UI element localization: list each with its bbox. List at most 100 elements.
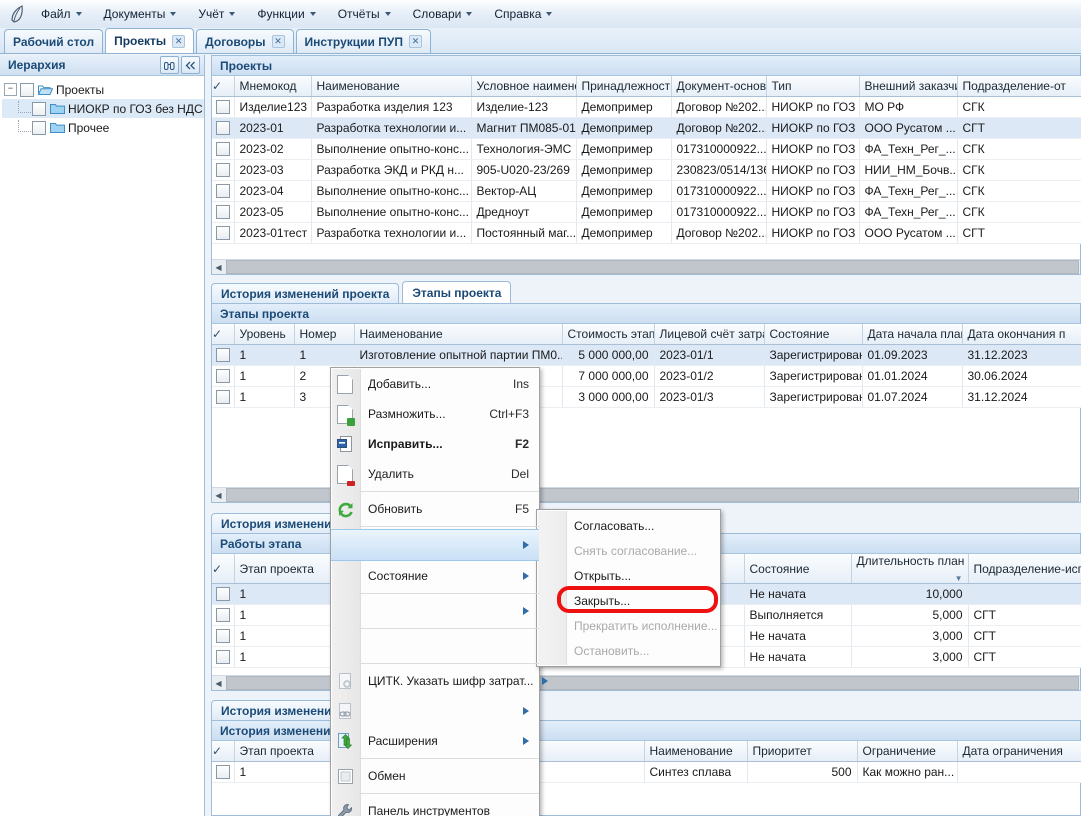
col-type[interactable]: Тип: [766, 76, 860, 97]
col-name[interactable]: Наименование: [644, 741, 748, 762]
select-all-header[interactable]: ✓: [212, 324, 235, 345]
row-checkbox-cell[interactable]: [212, 138, 235, 160]
menu-item-exchange[interactable]: Расширения: [331, 726, 539, 756]
col-responsible-unit[interactable]: Подразделение-от: [957, 76, 1081, 97]
menu-accounting[interactable]: Учёт: [188, 3, 245, 26]
row-checkbox[interactable]: [215, 587, 230, 602]
row-checkbox[interactable]: [215, 629, 230, 644]
row-checkbox-cell[interactable]: [212, 365, 235, 387]
row-checkbox[interactable]: [215, 765, 230, 780]
row-checkbox-cell[interactable]: [212, 117, 235, 139]
row-checkbox[interactable]: [215, 226, 230, 241]
menu-item-links[interactable]: [331, 696, 539, 726]
tab-project-history[interactable]: История изменений проекта: [211, 283, 400, 303]
submenu-item-close[interactable]: Закрыть...: [537, 588, 720, 613]
col-plan-duration[interactable]: Длительность план ▼: [851, 554, 969, 584]
col-executor-unit[interactable]: Подразделение-исполни: [968, 554, 1081, 584]
submenu-item-open[interactable]: Открыть...: [537, 563, 720, 588]
table-row[interactable]: 1 1 Изготовление опытной партии ПМ0... 5…: [212, 344, 1081, 366]
col-project-stage[interactable]: Этап проекта: [234, 741, 355, 762]
tab-desktop[interactable]: Рабочий стол: [4, 29, 104, 53]
menu-documents[interactable]: Документы: [94, 3, 187, 26]
close-icon[interactable]: ✕: [172, 34, 186, 48]
tab-projects[interactable]: Проекты ✕: [105, 28, 195, 53]
row-checkbox[interactable]: [215, 650, 230, 665]
col-basis-document[interactable]: Документ-основан: [671, 76, 767, 97]
menu-help[interactable]: Справка: [484, 3, 562, 26]
row-checkbox[interactable]: [215, 369, 230, 384]
row-checkbox-cell[interactable]: [212, 761, 235, 783]
row-checkbox-cell[interactable]: [212, 159, 235, 181]
col-stage-name[interactable]: Наименование: [354, 324, 563, 345]
select-all-header[interactable]: ✓: [212, 76, 235, 97]
row-checkbox[interactable]: [215, 184, 230, 199]
col-conditional-name[interactable]: Условное наименова: [471, 76, 577, 97]
col-work-state[interactable]: Состояние: [744, 554, 852, 584]
table-row[interactable]: 2023-02 Выполнение опытно-конс... Технол…: [212, 138, 1081, 160]
tree-node-projects[interactable]: − Проекты: [2, 80, 204, 99]
row-checkbox[interactable]: [215, 163, 230, 178]
menu-dictionaries[interactable]: Словари: [403, 3, 483, 26]
row-checkbox-cell[interactable]: [212, 386, 235, 408]
tree-checkbox[interactable]: [32, 101, 46, 116]
col-stage-cost[interactable]: Стоимость этапа: [562, 324, 655, 345]
row-checkbox-cell[interactable]: [212, 604, 235, 626]
col-restriction[interactable]: Ограничение: [857, 741, 958, 762]
table-row[interactable]: 2023-03 Разработка ЭКД и РКД н... 905-U0…: [212, 159, 1081, 181]
menu-item-extensions[interactable]: ЦИТК. Указать шифр затрат...: [331, 666, 548, 696]
row-checkbox[interactable]: [215, 205, 230, 220]
row-checkbox[interactable]: [215, 608, 230, 623]
tab-instructions[interactable]: Инструкции ПУП ✕: [295, 29, 431, 53]
tree-checkbox[interactable]: [32, 120, 46, 135]
menu-functions[interactable]: Функции: [247, 3, 325, 26]
menu-item-edit[interactable]: Исправить... F2: [331, 429, 539, 459]
col-restriction-date[interactable]: Дата ограничения: [957, 741, 1081, 762]
row-checkbox-cell[interactable]: [212, 180, 235, 202]
menu-item-delete[interactable]: Удалить Del: [331, 459, 539, 489]
col-plan-end-date[interactable]: Дата окончания п: [962, 324, 1081, 345]
row-checkbox[interactable]: [215, 390, 230, 405]
col-name[interactable]: Наименование: [311, 76, 472, 97]
menu-item-citk-cost-code[interactable]: [331, 631, 539, 661]
scroll-left-icon[interactable]: ◀: [215, 678, 222, 688]
table-row[interactable]: 2023-05 Выполнение опытно-конс... Дредно…: [212, 201, 1081, 223]
table-row[interactable]: 2023-01тест Разработка технологии и... П…: [212, 222, 1081, 244]
row-checkbox[interactable]: [215, 142, 230, 157]
select-all-header[interactable]: ✓: [212, 741, 235, 762]
scroll-left-icon[interactable]: ◀: [215, 490, 222, 500]
table-row[interactable]: 2023-04 Выполнение опытно-конс... Вектор…: [212, 180, 1081, 202]
row-checkbox-cell[interactable]: [212, 646, 235, 668]
row-checkbox-cell[interactable]: [212, 201, 235, 223]
scroll-left-icon[interactable]: ◀: [215, 262, 222, 272]
menu-item-add[interactable]: Добавить... Ins: [331, 369, 539, 399]
projects-hscrollbar[interactable]: ◀: [212, 259, 1080, 274]
col-level[interactable]: Уровень: [234, 324, 295, 345]
col-priority[interactable]: Приоритет: [747, 741, 858, 762]
tree-node-niokr[interactable]: НИОКР по ГОЗ без НДС: [2, 99, 204, 118]
row-checkbox-cell[interactable]: [212, 344, 235, 366]
col-cost-account[interactable]: Лицевой счёт затрат.: [654, 324, 765, 345]
col-state[interactable]: Состояние: [764, 324, 863, 345]
submenu-item-approve[interactable]: Согласовать...: [537, 513, 720, 538]
menu-item-refresh[interactable]: Обновить F5: [331, 494, 539, 524]
tab-stage-history[interactable]: История изменени: [211, 513, 342, 533]
menu-item-formation[interactable]: Состояние: [331, 561, 539, 591]
col-affiliation[interactable]: Принадлежность: [576, 76, 672, 97]
row-checkbox[interactable]: [215, 121, 230, 136]
menu-item-duplicate[interactable]: Размножить... Ctrl+F3: [331, 399, 539, 429]
col-number[interactable]: Номер: [294, 324, 355, 345]
col-external-customer[interactable]: Внешний заказчик: [859, 76, 958, 97]
scroll-thumb[interactable]: [226, 260, 1079, 274]
menu-item-settings[interactable]: Панель инструментов: [331, 796, 539, 816]
menu-item-toolbar[interactable]: Обмен: [331, 761, 539, 791]
close-icon[interactable]: ✕: [271, 35, 285, 48]
row-checkbox-cell[interactable]: [212, 222, 235, 244]
tree-checkbox[interactable]: [20, 82, 34, 97]
row-checkbox[interactable]: [215, 348, 230, 363]
select-all-header[interactable]: ✓: [212, 554, 235, 584]
menu-item-state[interactable]: [331, 529, 539, 561]
row-checkbox-cell[interactable]: [212, 96, 235, 118]
collapse-toggle-icon[interactable]: −: [4, 83, 17, 96]
table-row[interactable]: 2023-01 Разработка технологии и... Магни…: [212, 117, 1081, 139]
tab-project-stages[interactable]: Этапы проекта: [402, 281, 512, 303]
